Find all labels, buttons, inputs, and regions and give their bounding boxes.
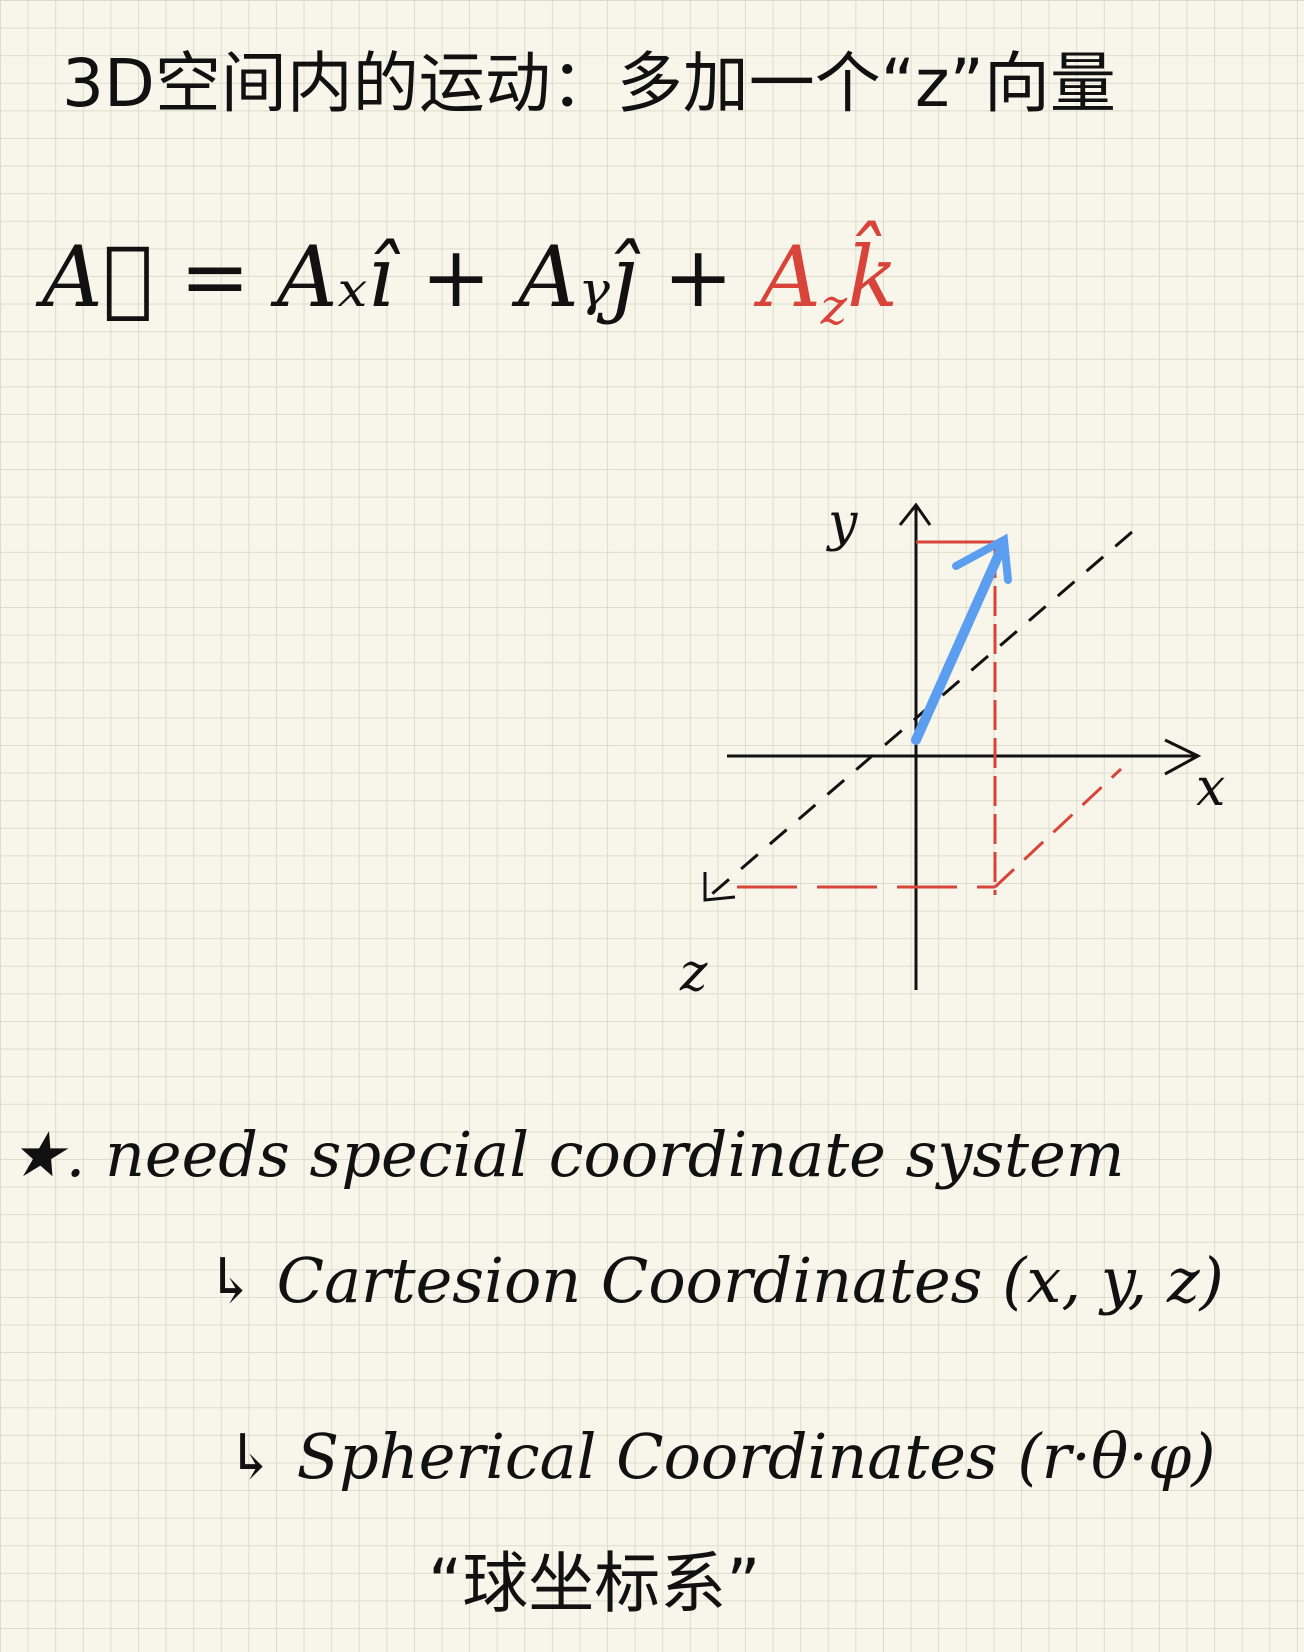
equation: A⃗ = Aₓî + Aᵧĵ + Azk̂ <box>42 228 898 336</box>
x-label: x <box>1196 758 1225 818</box>
red-diagonal <box>993 767 1123 889</box>
title: 3D空间内的运动：多加一个“z”向量 <box>62 45 1116 122</box>
note-spherical-cn: “球坐标系” <box>428 1545 761 1622</box>
x-arrow <box>1164 738 1202 776</box>
z-label: z <box>679 943 708 1003</box>
y-label: y <box>826 493 858 553</box>
equation-red: Azk̂ <box>760 228 899 336</box>
y-arrow <box>898 502 932 526</box>
z-axis <box>704 530 1133 902</box>
vector <box>911 540 1008 745</box>
red-sub: z <box>820 277 848 336</box>
note-main: ★. needs special coordinate system <box>10 1118 1125 1191</box>
red-base: A <box>760 228 821 326</box>
vector-head <box>952 533 1012 584</box>
note-spherical: ↳ Spherical Coordinates (r·θ·φ) <box>225 1420 1216 1493</box>
note-cartesian: ↳ Cartesion Coordinates (x, y, z) <box>205 1244 1224 1317</box>
equation-black: A⃗ = Aₓî + Aᵧĵ + <box>42 228 734 326</box>
red-unit: k̂ <box>847 228 899 326</box>
z-arrow <box>703 872 736 902</box>
